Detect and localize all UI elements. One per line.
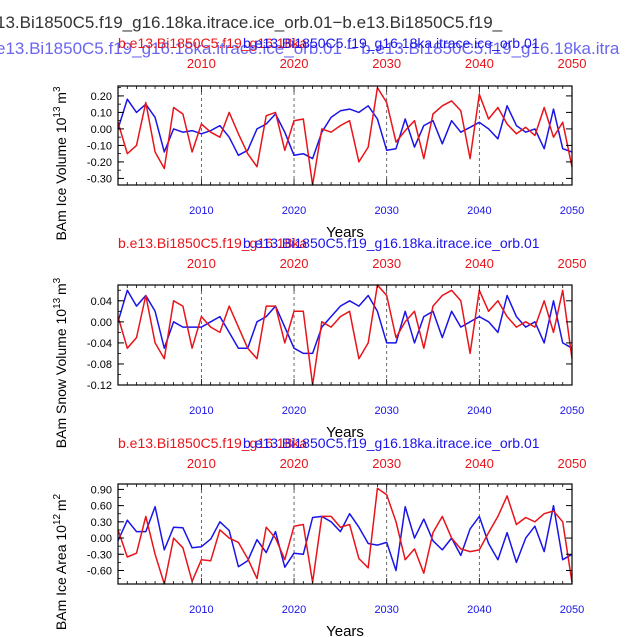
x-tick-label-top: 2040: [465, 56, 494, 71]
plot-frame: [117, 284, 573, 386]
x-tick-label-bottom: 2050: [560, 405, 584, 417]
series-line-blue: [117, 98, 573, 160]
x-tick-label-top: 2020: [280, 456, 309, 471]
x-tick-label-top: 2010: [187, 56, 216, 71]
y-axis-label-ylabel-exp1: 13: [52, 104, 63, 118]
x-tick-label-bottom: 2030: [374, 205, 398, 217]
x-tick-label-bottom: 2040: [467, 604, 491, 616]
x-tick-label-top: 2020: [280, 256, 309, 271]
series-line-red: [117, 86, 573, 186]
y-axis-label-ylabel-main: BAm Snow Volume: [53, 324, 69, 448]
x-axis-label: Years: [326, 424, 364, 441]
x-tick-label-bottom: 2050: [560, 205, 584, 217]
y-axis-label-ylabel-exp2: 3: [52, 86, 63, 92]
x-tick-label-bottom: 2020: [282, 205, 306, 217]
series-line-blue: [117, 504, 573, 572]
x-tick-label-top: 2050: [558, 56, 587, 71]
chart-title-blue: b.e13.Bi1850C5.f19_g16.18ka.itrace.ice_o…: [243, 235, 540, 251]
chart-panel-ice-area: b.e13.Bi1850C5.f19_g16.18kab.e13.Bi1850C…: [52, 435, 586, 637]
y-tick-label: 0.20: [91, 91, 112, 103]
y-axis-label: BAm Ice Volume 1013 m3: [52, 86, 69, 241]
y-tick-label: 0.30: [91, 517, 112, 529]
x-tick-label-top: 2010: [187, 456, 216, 471]
y-tick-label: -0.12: [87, 380, 112, 392]
series-line-red: [117, 284, 573, 386]
y-axis-label-ylabel-main: BAm Ice Area: [53, 541, 69, 630]
x-tick-label-bottom: 2020: [282, 604, 306, 616]
chart-title-red: b.e13.Bi1850C5.f19_g16.18ka: [118, 435, 307, 451]
y-tick-label: 0.00: [91, 317, 112, 329]
y-axis-label-ylabel-exp1: 13: [52, 295, 63, 309]
x-tick-label-bottom: 2030: [374, 604, 398, 616]
x-tick-label-top: 2010: [187, 256, 216, 271]
y-axis-label-ylabel-exp2: 2: [52, 493, 63, 499]
x-tick-label-top: 2050: [558, 256, 587, 271]
y-tick-label: -0.30: [87, 549, 112, 561]
x-tick-label-bottom: 2050: [560, 604, 584, 616]
y-tick-label: 0.00: [91, 533, 112, 545]
chart-title-blue: b.e13.Bi1850C5.f19_g16.18ka.itrace.ice_o…: [243, 35, 540, 51]
y-tick-label: -0.20: [87, 157, 112, 169]
y-axis-label-ylabel-unit: 10: [53, 525, 69, 541]
x-tick-label-bottom: 2010: [189, 604, 213, 616]
plot-frame: [117, 85, 573, 186]
chart-title-blue: b.e13.Bi1850C5.f19_g16.18ka.itrace.ice_o…: [243, 435, 540, 451]
y-tick-label: -0.30: [87, 173, 112, 185]
y-tick-label: -0.10: [87, 140, 112, 152]
y-axis-label: BAm Ice Area 1012 m2: [52, 493, 69, 630]
y-axis-label: BAm Snow Volume 1013 m3: [52, 277, 69, 448]
x-tick-label-top: 2050: [558, 456, 587, 471]
chart-title-red: b.e13.Bi1850C5.f19_g16.18ka: [118, 235, 307, 251]
x-axis-label: Years: [326, 623, 364, 637]
x-tick-label-top: 2040: [465, 456, 494, 471]
y-tick-label: 0.10: [91, 107, 112, 119]
y-tick-label: -0.04: [87, 338, 112, 350]
y-axis-label-ylabel-exp1: 12: [52, 511, 63, 525]
x-tick-label-top: 2030: [372, 456, 401, 471]
x-tick-label-top: 2030: [372, 256, 401, 271]
x-tick-label-bottom: 2030: [374, 405, 398, 417]
y-axis-label-ylabel-m: m: [53, 92, 69, 104]
x-axis-label: Years: [326, 224, 364, 241]
y-tick-label: 0.00: [91, 124, 112, 136]
x-tick-label-bottom: 2040: [467, 205, 491, 217]
x-tick-label-top: 2030: [372, 56, 401, 71]
series-line-blue: [117, 289, 573, 355]
chart-panel-snow-volume: b.e13.Bi1850C5.f19_g16.18kab.e13.Bi1850C…: [52, 235, 586, 448]
y-axis-label-ylabel-main: BAm Ice Volume: [53, 133, 69, 240]
y-tick-label: 0.90: [91, 484, 112, 496]
y-tick-label: -0.08: [87, 359, 112, 371]
x-tick-label-top: 2020: [280, 56, 309, 71]
y-axis-label-ylabel-m: m: [53, 499, 69, 511]
x-tick-label-top: 2040: [465, 256, 494, 271]
y-axis-label-ylabel-unit: 10: [53, 309, 69, 325]
y-axis-label-ylabel-exp2: 3: [52, 277, 63, 283]
y-tick-label: -0.60: [87, 565, 112, 577]
header-title-line1: 13.Bi1850C5.f19_g16.18ka.itrace.ice_orb.…: [0, 13, 503, 32]
chart-panel-ice-volume: b.e13.Bi1850C5.f19_g16.18kab.e13.Bi1850C…: [52, 35, 586, 241]
y-tick-label: 0.04: [91, 296, 112, 308]
y-tick-label: 0.60: [91, 501, 112, 513]
header-title-line2: e13.Bi1850C5.f19_g16.18ka.itrace.ice_orb…: [0, 39, 620, 58]
chart-title-red: b.e13.Bi1850C5.f19_g16.18ka: [118, 35, 307, 51]
x-tick-label-bottom: 2040: [467, 405, 491, 417]
y-axis-label-ylabel-unit: 10: [53, 117, 69, 133]
x-tick-label-bottom: 2010: [189, 205, 213, 217]
plot-frame: [117, 483, 573, 585]
series-line-red: [117, 487, 573, 585]
x-tick-label-bottom: 2010: [189, 405, 213, 417]
x-tick-label-bottom: 2020: [282, 405, 306, 417]
y-axis-label-ylabel-m: m: [53, 283, 69, 295]
